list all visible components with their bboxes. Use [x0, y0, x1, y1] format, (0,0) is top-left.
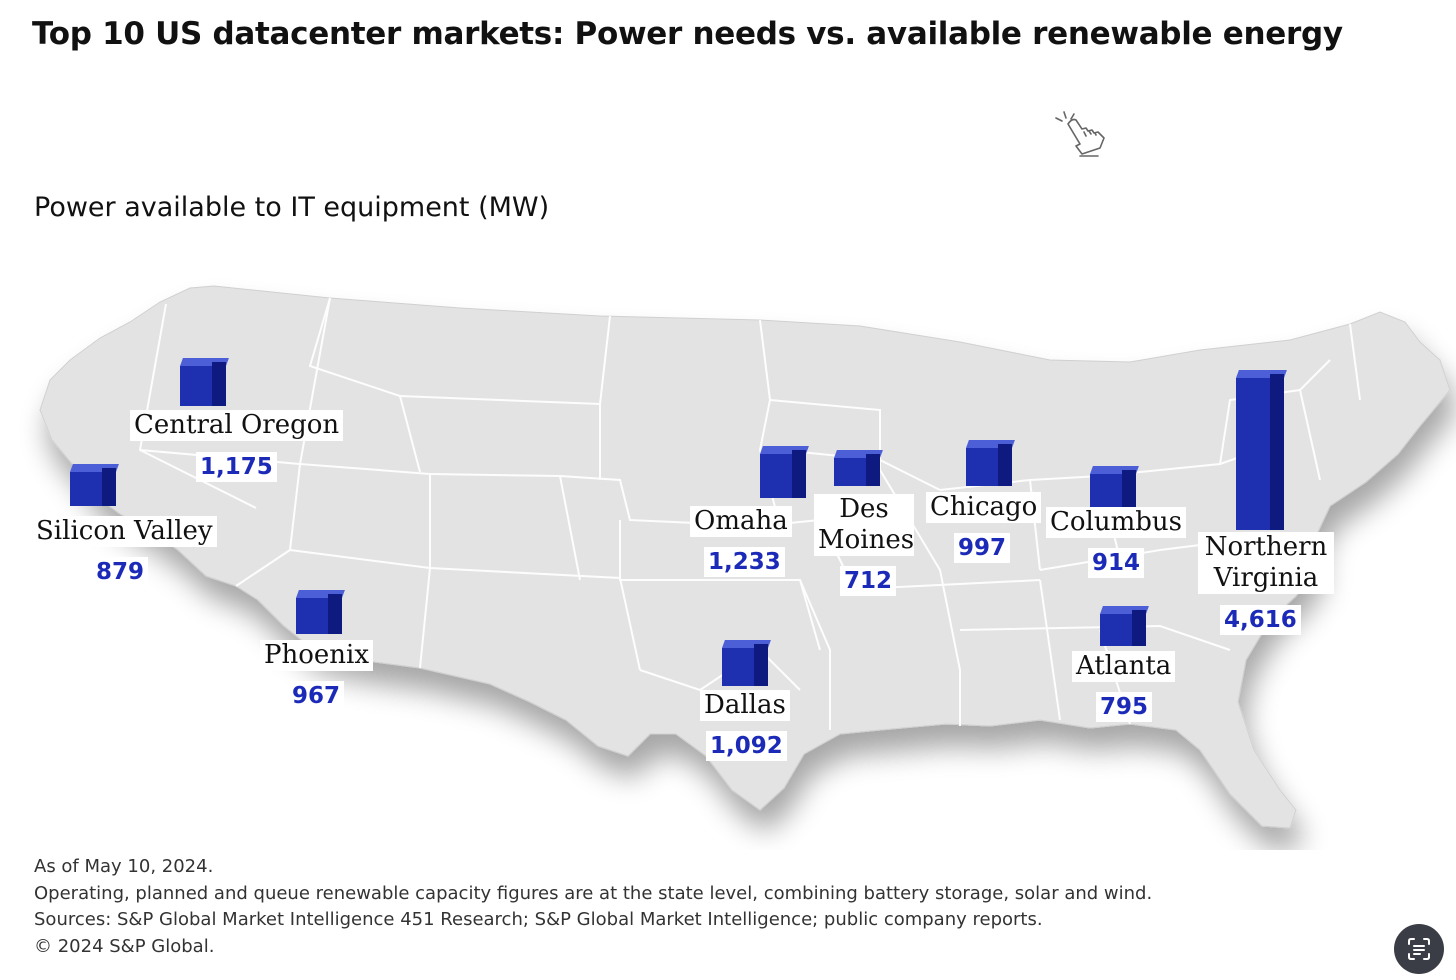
market-value: 997: [954, 533, 1011, 563]
market-value: 879: [92, 557, 149, 587]
footnotes: As of May 10, 2024. Operating, planned a…: [34, 854, 1152, 960]
bar-atlanta: [1100, 606, 1149, 646]
market-label: Columbus: [1046, 507, 1186, 538]
chart-title: Top 10 US datacenter markets: Power need…: [32, 16, 1343, 52]
bar-chicago: [966, 440, 1015, 486]
market-label: Chicago: [926, 492, 1042, 523]
market-label: Northern Virginia: [1198, 532, 1334, 594]
market-label: Omaha: [690, 506, 792, 537]
market-value: 1,175: [196, 452, 277, 482]
market-label: Central Oregon: [130, 410, 344, 441]
footnote-sources: Sources: S&P Global Market Intelligence …: [34, 909, 1043, 930]
footnote-note: Operating, planned and queue renewable c…: [34, 882, 1153, 904]
market-value: 967: [288, 681, 345, 711]
market-label: Phoenix: [260, 640, 374, 671]
hand-pointer-click-icon[interactable]: [1052, 108, 1112, 164]
market-value: 4,616: [1220, 605, 1301, 635]
footnote-date: As of May 10, 2024.: [34, 856, 214, 877]
map-subtitle: Power available to IT equipment (MW): [34, 192, 550, 223]
bar-columbus: [1090, 466, 1139, 508]
bar-dallas: [722, 640, 771, 686]
bar-omaha: [760, 446, 809, 498]
market-value: 712: [840, 566, 897, 596]
bar-phoenix: [296, 590, 345, 634]
scan-text-button[interactable]: [1394, 924, 1444, 974]
market-label: Dallas: [700, 690, 790, 721]
bar-northern-virginia: [1236, 370, 1287, 530]
scan-text-icon: [1408, 938, 1430, 960]
market-label: Des Moines: [814, 494, 914, 556]
bar-des-moines: [834, 450, 883, 486]
market-label: Silicon Valley: [32, 516, 217, 547]
market-value: 1,092: [706, 731, 787, 761]
market-value: 914: [1088, 548, 1145, 578]
market-label: Atlanta: [1072, 651, 1176, 682]
market-value: 1,233: [704, 547, 785, 577]
market-value: 795: [1096, 692, 1153, 722]
bar-silicon-valley: [70, 464, 119, 506]
bar-central-oregon: [180, 358, 229, 406]
footnote-copyright: © 2024 S&P Global.: [34, 935, 215, 957]
